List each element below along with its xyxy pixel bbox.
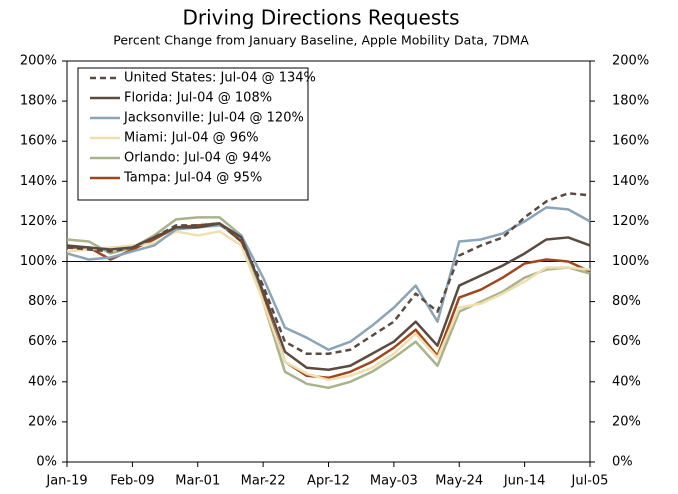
series-line: [66, 206, 591, 351]
y2-tick-label: 140%: [612, 174, 649, 189]
y-tick-label: 60%: [28, 334, 57, 349]
y2-tick-label: 180%: [612, 94, 649, 109]
y2-tick-label: 80%: [612, 294, 641, 309]
y2-tick-label: 160%: [612, 134, 649, 149]
y2-tick-label: 40%: [612, 374, 641, 389]
y-tick-label: 160%: [20, 134, 57, 149]
legend-label: Orlando: Jul-04 @ 94%: [124, 151, 271, 166]
legend-label: Jacksonville: Jul-04 @ 120%: [123, 111, 304, 126]
chart-title: Driving Directions Requests: [182, 6, 459, 30]
series-line: [66, 216, 591, 390]
x-tick-label: Jul-05: [571, 474, 609, 489]
series-line: [66, 230, 591, 382]
series-line: [66, 222, 591, 372]
y-tick-label: 80%: [28, 294, 57, 309]
legend-label: Florida: Jul-04 @ 108%: [124, 91, 272, 106]
x-tick-label: May-03: [370, 474, 418, 489]
y-tick-label: 20%: [28, 414, 57, 429]
y-tick-label: 120%: [20, 214, 57, 229]
y2-tick-label: 100%: [612, 254, 649, 269]
y2-tick-label: 0%: [612, 455, 633, 470]
y-tick-label: 40%: [28, 374, 57, 389]
x-tick-label: Feb-09: [110, 474, 154, 489]
series-line: [67, 222, 591, 380]
legend-label: Miami: Jul-04 @ 96%: [124, 131, 259, 146]
y-tick-label: 200%: [20, 54, 57, 69]
y-tick-label: 0%: [36, 455, 57, 470]
legend-label: United States: Jul-04 @ 134%: [124, 71, 316, 86]
x-tick-label: Jan-19: [45, 474, 87, 489]
x-tick-label: Mar-01: [175, 474, 220, 489]
series-line: [66, 192, 591, 355]
y2-tick-label: 60%: [612, 334, 641, 349]
legend-label: Tampa: Jul-04 @ 95%: [123, 171, 262, 186]
y-tick-label: 140%: [20, 174, 57, 189]
y2-tick-label: 200%: [612, 54, 649, 69]
x-tick-label: Mar-22: [241, 474, 286, 489]
chart-subtitle: Percent Change from January Baseline, Ap…: [113, 33, 529, 48]
y2-tick-label: 120%: [612, 214, 649, 229]
x-tick-label: Apr-12: [307, 474, 350, 489]
y-tick-label: 100%: [20, 254, 57, 269]
x-tick-label: Jun-14: [503, 474, 546, 489]
y-tick-label: 180%: [20, 94, 57, 109]
x-tick-label: May-24: [435, 474, 483, 489]
y2-tick-label: 20%: [612, 414, 641, 429]
